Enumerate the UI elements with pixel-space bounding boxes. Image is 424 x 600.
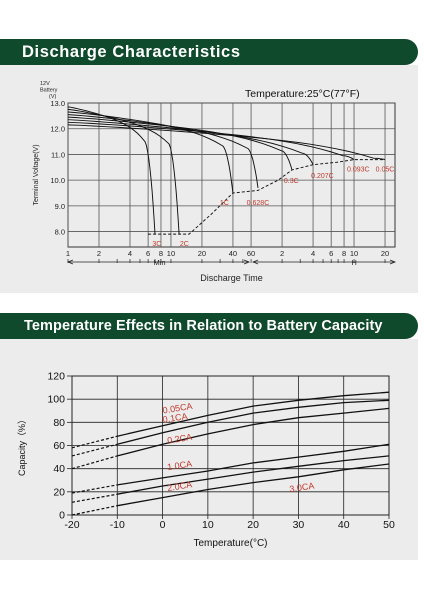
capacity-curve — [117, 443, 390, 486]
discharge-curve — [67, 116, 293, 171]
x-tick-label-min: 1 — [66, 249, 70, 258]
x-tick-label-min: 40 — [229, 249, 237, 258]
plot-frame — [71, 375, 390, 516]
final-voltage-line — [148, 159, 385, 235]
x-tick-label-min: 8 — [159, 249, 163, 258]
x-tick-label-min: 6 — [146, 249, 150, 258]
capacity-curve — [117, 399, 390, 445]
x-tick-label-min: 4 — [128, 249, 132, 258]
curve-label: 0.3C — [284, 178, 299, 185]
discharge-chart: 1 2 4 6 8 10 20 40 60 2 4 6 8 10 208.09.010.011.012.01… — [33, 81, 397, 283]
y-tick-label: 10.0 — [50, 176, 65, 185]
y-tick-label: 11.0 — [51, 150, 65, 159]
curve-label: 0.628C — [247, 200, 270, 207]
section-title-discharge: Discharge Characteristics — [0, 39, 418, 65]
curve-label: 0.1CA — [162, 411, 188, 425]
discharge-curve — [67, 121, 355, 160]
h-scale-arrow-right — [389, 259, 397, 265]
y-tick-label: 12.0 — [50, 125, 65, 134]
y-tick-label: 8.0 — [55, 228, 65, 237]
min-scale-arrow-right — [243, 259, 251, 265]
x-tick-label-h: 20 — [381, 249, 389, 258]
chart-subtitle: Temperature:25°C(77°F) — [245, 88, 360, 100]
curve-label: 0.05C — [376, 167, 395, 174]
section-title-temperature: Temperature Effects in Relation to Batte… — [0, 313, 418, 339]
curve-label: 1.0CA — [166, 458, 192, 472]
y-unit-note: 12V — [40, 81, 50, 87]
curve-label: 1C — [220, 200, 229, 207]
y-unit-note: Battery — [40, 88, 58, 94]
capacity-curve-dashed — [71, 443, 118, 457]
y-tick-label: 40 — [53, 463, 65, 475]
x-axis-label: Discharge Time — [200, 273, 263, 283]
x-tick-label-h: 8 — [342, 249, 346, 258]
capacity-curve — [117, 407, 390, 457]
capacity-curve-dashed — [71, 455, 118, 470]
curve-label: 3.0CA — [289, 480, 315, 494]
curve-label: 0.2CA — [166, 432, 192, 446]
y-axis-label: Terminal Voltage(V) — [33, 144, 40, 205]
h-unit-label: H — [351, 258, 356, 267]
y-tick-label: 60 — [53, 440, 65, 452]
min-unit-label: Min — [153, 258, 165, 267]
x-tick-label-min: 60 — [247, 249, 255, 258]
capacity-curve-dashed — [71, 505, 118, 516]
y-tick-label: 120 — [47, 371, 65, 383]
min-scale-arrow-left — [66, 259, 74, 265]
x-tick-label-h: 6 — [329, 249, 333, 258]
x-tick-label-h: 10 — [350, 249, 358, 258]
y-tick-label: 9.0 — [55, 202, 65, 211]
y-axis-label: Capacity（%） — [17, 415, 27, 476]
x-tick-label: -10 — [110, 519, 125, 531]
curve-label: 0.207C — [311, 173, 334, 180]
section-title-discharge-text: Discharge Characteristics — [22, 42, 241, 61]
y-tick-label: 13.0 — [50, 99, 65, 108]
x-tick-label: 50 — [383, 519, 395, 531]
capacity-curve — [117, 463, 390, 507]
x-tick-label: 10 — [202, 519, 214, 531]
y-tick-label: 100 — [47, 394, 65, 406]
temperature-chart: -20 -10 0 10 20 30 40 50 0 20 40 60 80 100 120 Temperat… — [17, 371, 395, 550]
x-tick-label: 20 — [247, 519, 259, 531]
x-tick-label-h: 2 — [280, 249, 284, 258]
discharge-curve — [67, 111, 234, 194]
discharge-curve — [67, 106, 156, 235]
curve-label: 3C — [152, 241, 161, 248]
x-tick-label-min: 10 — [167, 249, 175, 258]
x-tick-label: 30 — [293, 519, 305, 531]
curve-label: 0.05CA — [162, 401, 193, 416]
capacity-curve-dashed — [71, 484, 118, 494]
y-tick-label: 20 — [53, 486, 65, 498]
y-tick-label: 0 — [59, 510, 65, 522]
capacity-curve-dashed — [71, 493, 118, 503]
discharge-curve — [67, 124, 386, 161]
curve-label: 0.093C — [347, 167, 370, 174]
curve-label: 2C — [180, 241, 189, 248]
capacity-curve-dashed — [71, 435, 118, 449]
x-tick-label-min: 20 — [198, 249, 206, 258]
capacity-curve — [117, 455, 390, 495]
y-tick-label: 80 — [53, 417, 65, 429]
y-unit-note: (V) — [49, 94, 57, 100]
capacity-curve — [117, 391, 390, 437]
section-title-temperature-text: Temperature Effects in Relation to Batte… — [24, 318, 383, 334]
x-tick-label: -20 — [64, 519, 79, 531]
x-tick-label-h: 4 — [311, 249, 315, 258]
x-tick-label-min: 2 — [97, 249, 101, 258]
x-tick-label: 0 — [160, 519, 166, 531]
x-axis-label: Temperature(°C) — [193, 538, 267, 549]
x-tick-label: 40 — [338, 519, 350, 531]
h-scale-arrow-left — [251, 259, 259, 265]
curve-label: 2.0CA — [166, 479, 192, 493]
